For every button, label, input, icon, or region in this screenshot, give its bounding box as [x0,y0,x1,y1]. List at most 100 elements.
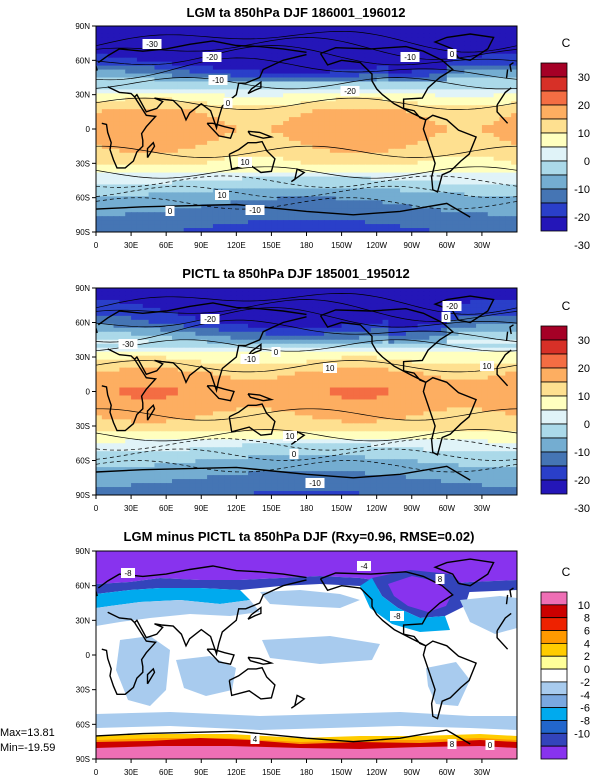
field-cell [207,196,214,201]
field-cell [388,125,395,130]
field-cell [148,200,156,205]
field-cell [218,176,226,182]
field-cell [218,121,226,126]
field-cell [505,45,512,51]
field-cell [405,41,413,47]
field-cell [136,184,144,190]
field-cell [417,140,425,146]
field-cell [329,188,337,193]
field-cell [166,89,173,94]
field-cell [364,343,372,349]
field-cell [248,327,255,333]
field-cell [394,212,401,217]
field-cell [324,319,331,325]
field-cell [487,204,495,209]
field-cell [458,33,465,39]
field-cell [470,220,477,225]
field-cell [183,101,191,106]
field-cell [248,216,255,221]
field-cell [487,81,495,87]
field-cell [101,200,109,205]
field-cell [411,184,419,190]
field-cell [481,97,489,102]
field-cell [154,343,161,349]
field-cell [160,129,167,134]
field-cell [212,41,220,47]
field-cell [423,291,430,297]
field-cell [493,295,501,301]
field-cell [440,228,448,232]
field-cell [248,73,255,79]
field-cell [353,113,360,118]
field-cell [230,168,237,174]
field-cell [324,26,331,31]
field-cell [312,216,319,221]
field-cell [195,192,202,197]
field-cell [119,61,126,67]
field-cell [172,327,179,333]
field-cell [119,33,126,39]
field-cell [499,89,506,94]
field-cell [131,61,138,67]
field-cell [119,196,126,201]
field-cell [288,49,296,55]
field-cell [201,343,208,349]
field-cell [417,307,425,313]
field-cell [417,303,425,309]
field-cell [294,81,302,87]
field-cell [505,343,512,349]
field-cell [306,335,313,341]
field-cell [136,73,144,79]
field-cell [107,136,115,142]
field-cell [125,117,132,122]
field-cell [288,69,296,75]
field-cell [353,53,360,59]
field-cell [277,196,284,201]
field-cell [218,89,226,94]
field-cell [481,180,489,186]
field-cell [388,160,395,166]
field-cell [487,208,495,213]
field-cell [370,121,378,126]
field-cell [341,315,349,321]
field-cell [236,140,243,146]
field-cell [493,184,501,190]
field-cell [101,101,109,106]
field-cell [493,212,501,217]
field-cell [96,61,103,67]
field-cell [458,37,465,43]
field-cell [493,89,501,94]
field-cell [189,339,197,345]
field-cell [324,69,331,75]
field-cell [131,57,138,63]
field-cell [218,136,226,142]
field-cell [107,323,115,329]
field-cell [370,132,378,138]
field-cell [411,208,419,213]
field-cell [446,57,454,63]
field-cell [259,33,267,39]
field-cell [224,57,232,63]
field-cell [125,315,132,321]
field-cell [306,299,313,305]
field-cell [107,315,115,321]
field-cell [394,339,401,345]
field-cell [458,85,465,90]
field-cell [242,200,249,205]
field-cell [183,61,191,67]
field-cell [388,33,395,39]
field-cell [189,192,197,197]
field-cell [329,164,337,170]
field-cell [189,184,197,190]
field-cell [242,61,249,67]
field-cell [376,57,384,63]
field-cell [300,57,308,63]
field-cell [370,323,378,329]
field-cell [318,200,325,205]
field-cell [364,105,372,110]
field-cell [230,109,237,114]
field-cell [370,172,378,178]
field-cell [423,148,430,154]
field-cell [476,125,483,130]
field-cell [166,144,173,150]
